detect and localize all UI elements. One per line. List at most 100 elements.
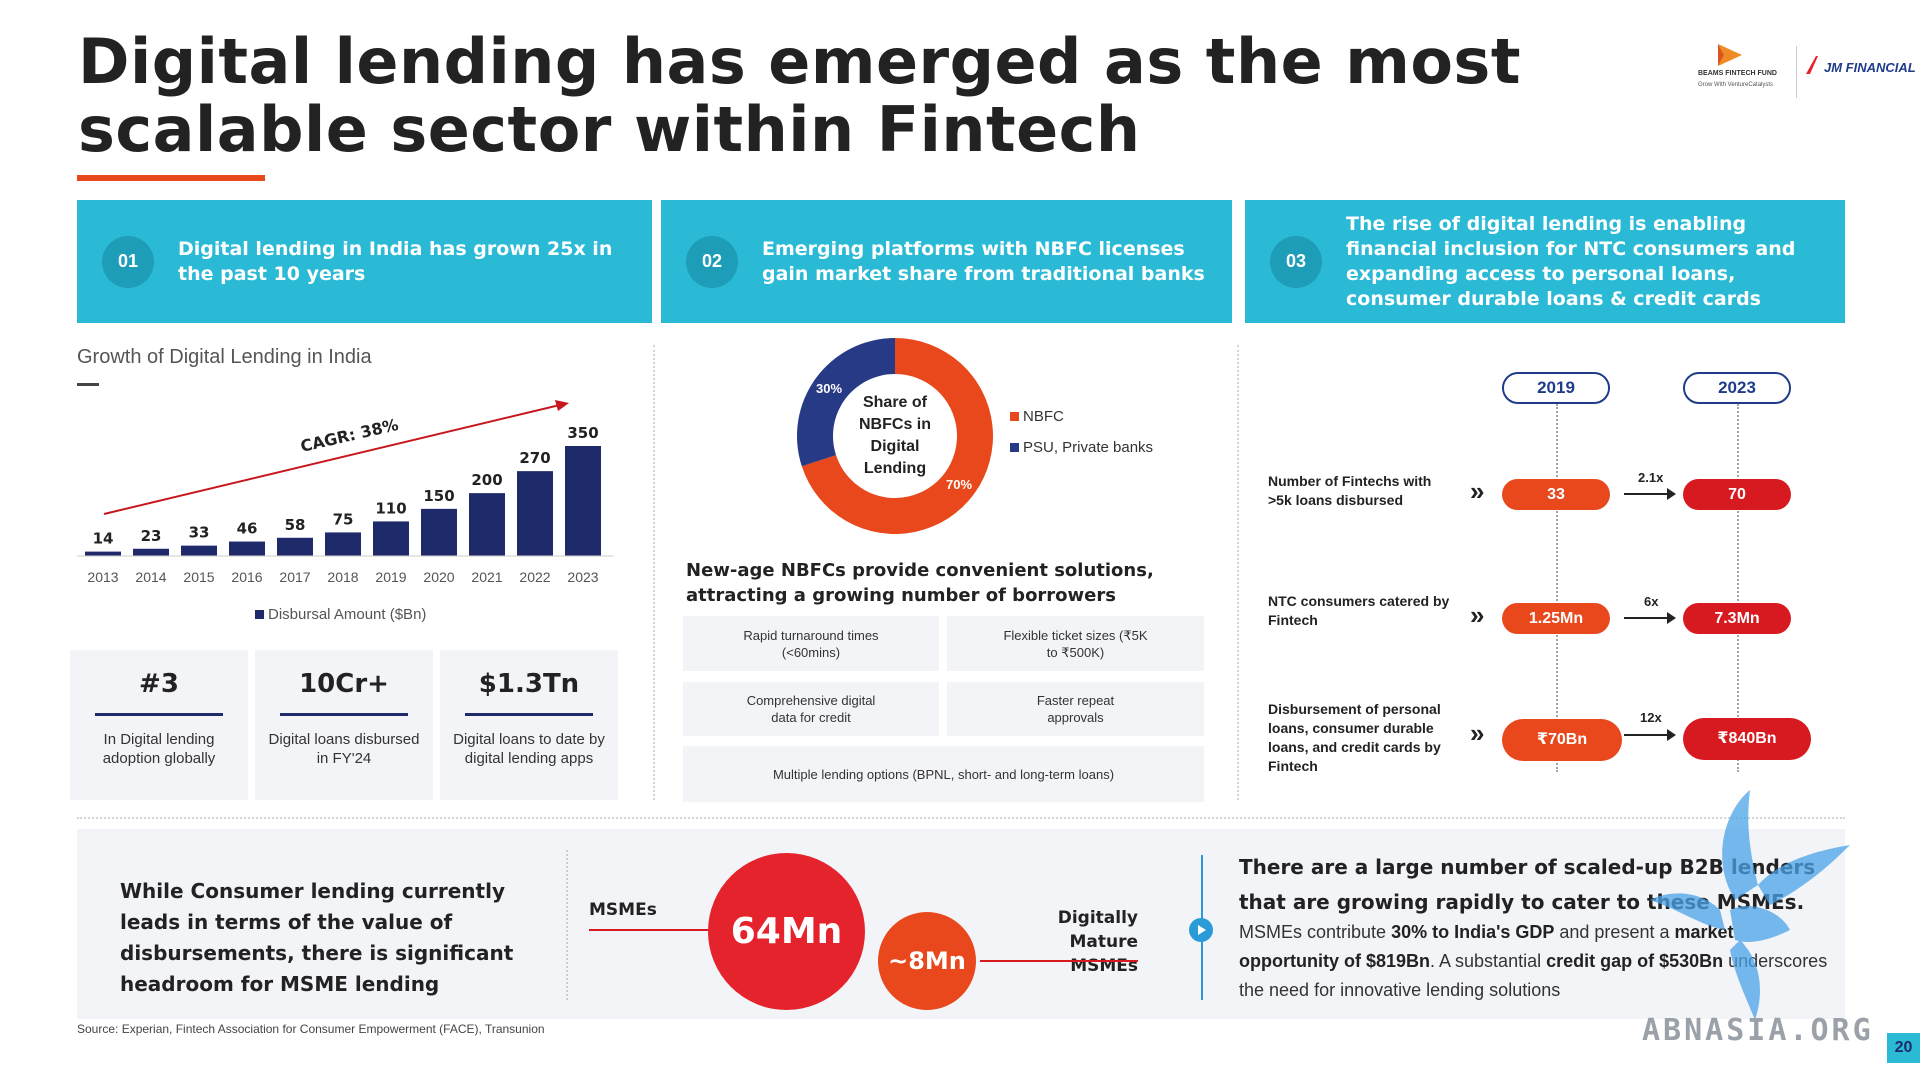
jm-logo-text: JM FINANCIAL — [1824, 60, 1916, 75]
nbfc-share-donut-chart — [797, 338, 993, 534]
metric-value-2019: ₹70Bn — [1502, 719, 1622, 761]
double-chevron-icon: » — [1470, 600, 1485, 630]
x-tick-label: 2020 — [423, 569, 454, 585]
bar-value-label: 23 — [141, 527, 162, 545]
metric-label: Number of Fintechs with >5k loans disbur… — [1268, 473, 1432, 508]
growth-chart-title: Growth of Digital Lending in India — [77, 346, 372, 368]
bar-2017 — [277, 537, 313, 556]
stat-divider — [95, 713, 223, 716]
x-tick-label: 2013 — [87, 569, 118, 585]
growth-multiple: 12x — [1640, 710, 1662, 725]
right-arrow-icon — [1624, 488, 1676, 500]
x-tick-label: 2018 — [327, 569, 358, 585]
column-divider — [653, 345, 655, 800]
legend-swatch — [255, 610, 264, 619]
jm-logo-icon — [1806, 56, 1818, 74]
stat-divider — [280, 713, 408, 716]
panel-divider — [566, 850, 568, 1000]
stat-divider — [465, 713, 593, 716]
bar-value-label: 350 — [567, 424, 598, 442]
right-arrow-icon — [1624, 729, 1676, 741]
x-tick-label: 2022 — [519, 569, 550, 585]
bar-value-label: 110 — [375, 499, 406, 517]
bar-value-label: 14 — [93, 530, 114, 548]
donut-label-70: 70% — [946, 477, 973, 492]
cagr-label: CAGR: 38% — [299, 415, 401, 456]
beams-arrow-icon — [1718, 44, 1742, 66]
x-tick-label: 2017 — [279, 569, 310, 585]
bar-2015 — [181, 545, 217, 556]
year-guide-line — [1737, 404, 1739, 772]
x-tick-label: 2023 — [567, 569, 598, 585]
bar-2020 — [421, 508, 457, 556]
page-number: 20 — [1887, 1033, 1920, 1063]
legend-label: NBFC — [1023, 408, 1064, 425]
body-text: and present a — [1554, 922, 1675, 942]
feature-box: Faster repeat approvals — [947, 682, 1204, 736]
digital-msme-count: ~8Mn — [888, 947, 966, 975]
growth-multiple: 6x — [1644, 594, 1659, 609]
beams-fintech-logo: BEAMS FINTECH FUND Grow With VentureCata… — [1692, 42, 1802, 102]
body-text: underscores the need for innovative lend… — [1239, 951, 1828, 1000]
body-text: MSMEs contribute — [1239, 922, 1392, 942]
logo-divider — [1796, 46, 1797, 98]
bar-value-label: 33 — [189, 524, 210, 542]
legend-swatch — [1010, 412, 1019, 421]
msme-connector — [589, 929, 711, 931]
section-header-text: Digital lending in India has grown 25x i… — [178, 237, 613, 285]
stat-card: #3 In Digital lending adoption globally — [70, 650, 248, 800]
body-emphasis: credit gap of $530Bn — [1546, 951, 1724, 971]
section-number: 01 — [102, 235, 154, 288]
feature-text: Multiple lending options (BPNL, short- a… — [772, 766, 1115, 782]
donut-slice-nbfc — [801, 338, 993, 534]
msme-count: 64Mn — [730, 911, 843, 952]
cagr-arrow-line — [103, 403, 565, 515]
legend-label: Disbursal Amount ($Bn) — [268, 606, 427, 623]
beams-logo-text: BEAMS FINTECH FUND — [1698, 70, 1777, 77]
donut-legend-banks: PSU, Private banks — [1010, 439, 1153, 456]
section-header-text: The rise of digital lending is enabling … — [1346, 212, 1796, 310]
stat-value: 10Cr+ — [299, 669, 389, 699]
feature-text: Faster repeat approvals — [1036, 693, 1115, 725]
metric-label: NTC consumers catered by Fintech — [1268, 593, 1450, 628]
bar-value-label: 58 — [285, 516, 306, 534]
bar-value-label: 46 — [237, 520, 258, 538]
digital-msme-label: Digitally Mature MSMEs — [1057, 908, 1138, 976]
watermark-text: ABNASIA.ORG — [1642, 1013, 1874, 1048]
legend-label: PSU, Private banks — [1023, 439, 1154, 456]
play-icon — [1189, 918, 1213, 942]
section-header-text: Emerging platforms with NBFC licenses ga… — [762, 237, 1205, 285]
x-tick-label: 2016 — [231, 569, 262, 585]
bar-2014 — [133, 548, 169, 556]
section-header-3: 03 The rise of digital lending is enabli… — [1245, 200, 1845, 323]
row-divider — [77, 817, 1845, 819]
feature-text: Rapid turnaround times (<60mins) — [743, 627, 879, 660]
section-header-1: 01 Digital lending in India has grown 25… — [77, 200, 652, 323]
growth-multiple: 2.1x — [1638, 470, 1664, 485]
double-chevron-icon: » — [1470, 476, 1485, 506]
stat-value: #3 — [139, 669, 179, 699]
source-note: Source: Experian, Fintech Association fo… — [77, 1022, 545, 1036]
donut-legend-nbfc: NBFC — [1010, 408, 1064, 425]
bar-2013 — [85, 551, 121, 556]
donut-slice-psu-private-banks — [797, 338, 895, 467]
year-guide-line — [1556, 404, 1558, 772]
growth-bar-chart: CAGR: 38% 14 2013 23 2014 33 2015 46 2016 58 2017 7… — [77, 400, 613, 585]
digital-msme-circle: ~8Mn — [878, 912, 976, 1010]
stat-description: Digital loans to date by digital lending… — [453, 731, 605, 767]
nbfc-solutions-heading: New-age NBFCs provide convenient solutio… — [686, 560, 1154, 606]
stat-description: Digital loans disbursed in FY'24 — [268, 731, 420, 767]
bar-2019 — [373, 521, 409, 556]
bar-value-label: 150 — [423, 487, 454, 505]
feature-text: Comprehensive digital data for credit — [746, 693, 876, 725]
jm-financial-logo: JM FINANCIAL — [1802, 42, 1916, 102]
year-pill-2019: 2019 — [1502, 372, 1610, 404]
column-divider — [1237, 345, 1239, 800]
msme-opportunity-text: MSMEs contribute 30% to India's GDP and … — [1239, 918, 1829, 1005]
legend-swatch — [1010, 443, 1019, 452]
x-tick-label: 2019 — [375, 569, 406, 585]
bar-value-label: 200 — [471, 471, 502, 489]
cagr-arrow-head — [555, 400, 569, 411]
metric-value-2019: 1.25Mn — [1502, 603, 1610, 634]
bar-value-label: 75 — [333, 510, 354, 528]
